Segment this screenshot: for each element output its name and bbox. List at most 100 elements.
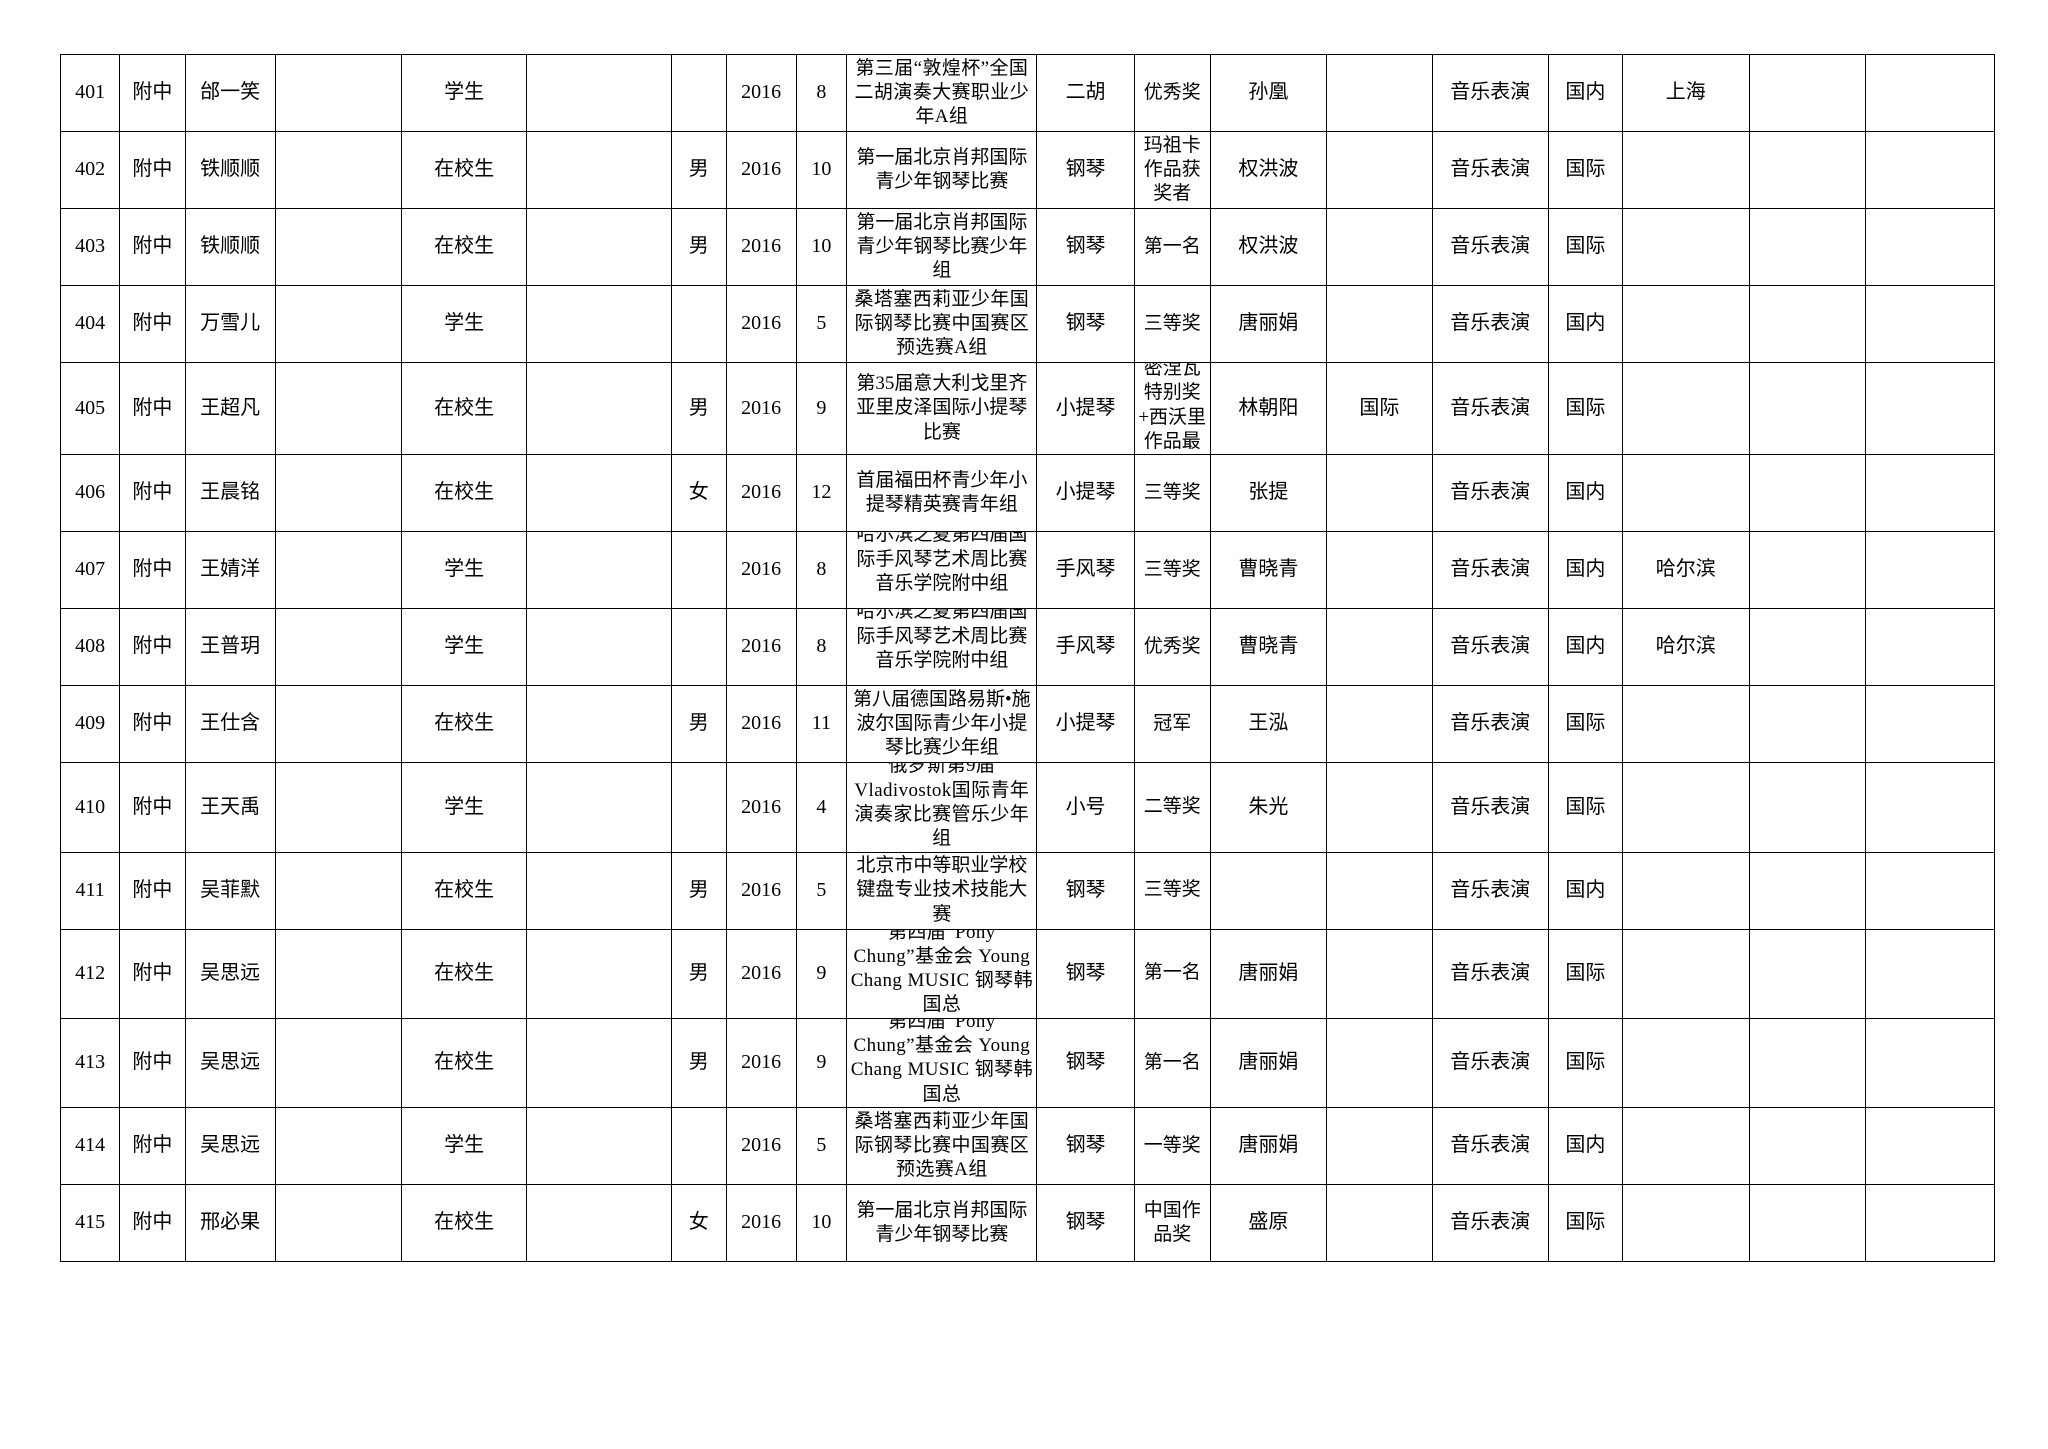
cell-year[interactable]: 2016 <box>725 762 797 853</box>
cell-year[interactable]: 2016 <box>725 1184 797 1262</box>
cell-place[interactable] <box>1621 928 1750 1019</box>
cell-unit[interactable]: 附中 <box>119 531 186 610</box>
cell-award[interactable]: 三等奖 <box>1133 454 1211 533</box>
cell-blank3[interactable] <box>1748 928 1866 1019</box>
cell-blank4[interactable] <box>1864 54 1996 132</box>
cell-blank2[interactable] <box>526 1184 672 1262</box>
cell-month[interactable]: 10 <box>795 1184 848 1262</box>
cell-award[interactable]: 第一名 <box>1133 208 1211 286</box>
cell-blank1[interactable] <box>274 851 403 930</box>
cell-blank3[interactable] <box>1748 1017 1866 1109</box>
cell-instr[interactable]: 钢琴 <box>1036 131 1135 209</box>
cell-sex[interactable]: 男 <box>670 851 727 930</box>
cell-blank3[interactable] <box>1748 1184 1866 1262</box>
cell-sex[interactable]: 男 <box>670 928 727 1019</box>
cell-sex[interactable] <box>670 608 727 687</box>
cell-blank2[interactable] <box>526 851 672 930</box>
cell-award[interactable]: 玛祖卡作品获奖者 <box>1133 131 1211 209</box>
cell-teacher[interactable]: 朱光 <box>1209 762 1328 853</box>
cell-month[interactable]: 8 <box>795 608 848 687</box>
cell-instr[interactable]: 二胡 <box>1036 54 1135 132</box>
cell-status[interactable]: 学生 <box>401 531 528 610</box>
cell-blank1[interactable] <box>274 454 403 533</box>
cell-blank2[interactable] <box>526 685 672 764</box>
cell-blank4[interactable] <box>1864 1107 1996 1185</box>
cell-idx[interactable]: 401 <box>59 54 121 132</box>
cell-award[interactable]: 三等奖 <box>1133 531 1211 610</box>
cell-teacher[interactable]: 唐丽娟 <box>1209 1017 1328 1109</box>
cell-year[interactable]: 2016 <box>725 361 797 456</box>
cell-place[interactable]: 哈尔滨 <box>1621 608 1750 687</box>
cell-blank2[interactable] <box>526 1017 672 1109</box>
cell-major[interactable]: 音乐表演 <box>1431 131 1549 209</box>
cell-major[interactable]: 音乐表演 <box>1431 1107 1549 1185</box>
cell-award[interactable]: 优秀奖 <box>1133 54 1211 132</box>
cell-major[interactable]: 音乐表演 <box>1431 1017 1549 1109</box>
cell-scope[interactable]: 国内 <box>1547 285 1623 363</box>
cell-name[interactable]: 邰一笑 <box>184 54 276 132</box>
cell-unit[interactable]: 附中 <box>119 1017 186 1109</box>
cell-comp[interactable]: 第四届“Pony Chung”基金会 Young Chang MUSIC 钢琴韩… <box>846 1017 1038 1109</box>
cell-comp[interactable]: 第八届德国路易斯•施波尔国际青少年小提琴比赛少年组 <box>846 685 1038 764</box>
cell-lvl1[interactable] <box>1326 685 1433 764</box>
cell-lvl1[interactable] <box>1326 608 1433 687</box>
cell-place[interactable] <box>1621 1107 1750 1185</box>
cell-blank4[interactable] <box>1864 285 1996 363</box>
cell-sex[interactable] <box>670 762 727 853</box>
cell-unit[interactable]: 附中 <box>119 685 186 764</box>
cell-place[interactable]: 哈尔滨 <box>1621 531 1750 610</box>
cell-idx[interactable]: 408 <box>59 608 121 687</box>
cell-blank4[interactable] <box>1864 531 1996 610</box>
cell-blank2[interactable] <box>526 131 672 209</box>
cell-name[interactable]: 吴思远 <box>184 1017 276 1109</box>
cell-month[interactable]: 8 <box>795 531 848 610</box>
cell-year[interactable]: 2016 <box>725 685 797 764</box>
cell-status[interactable]: 学生 <box>401 608 528 687</box>
cell-major[interactable]: 音乐表演 <box>1431 1184 1549 1262</box>
cell-award[interactable]: 第一名 <box>1133 1017 1211 1109</box>
cell-status[interactable]: 在校生 <box>401 685 528 764</box>
cell-unit[interactable]: 附中 <box>119 1184 186 1262</box>
cell-scope[interactable]: 国际 <box>1547 1184 1623 1262</box>
cell-teacher[interactable]: 孙凰 <box>1209 54 1328 132</box>
cell-unit[interactable]: 附中 <box>119 608 186 687</box>
cell-instr[interactable]: 小提琴 <box>1036 454 1135 533</box>
cell-sex[interactable] <box>670 285 727 363</box>
cell-place[interactable] <box>1621 1017 1750 1109</box>
cell-place[interactable] <box>1621 454 1750 533</box>
cell-status[interactable]: 学生 <box>401 54 528 132</box>
cell-instr[interactable]: 小提琴 <box>1036 361 1135 456</box>
cell-idx[interactable]: 415 <box>59 1184 121 1262</box>
cell-month[interactable]: 5 <box>795 1107 848 1185</box>
cell-award[interactable]: 冠军 <box>1133 685 1211 764</box>
cell-comp[interactable]: 第三届“敦煌杯”全国二胡演奏大赛职业少年A组 <box>846 54 1038 132</box>
cell-blank2[interactable] <box>526 1107 672 1185</box>
cell-unit[interactable]: 附中 <box>119 1107 186 1185</box>
cell-status[interactable]: 在校生 <box>401 1184 528 1262</box>
cell-comp[interactable]: 第一届北京肖邦国际青少年钢琴比赛 <box>846 1184 1038 1262</box>
cell-teacher[interactable]: 权洪波 <box>1209 208 1328 286</box>
cell-comp[interactable]: 北京市中等职业学校键盘专业技术技能大赛 <box>846 851 1038 930</box>
cell-month[interactable]: 5 <box>795 285 848 363</box>
cell-comp[interactable]: 桑塔塞西莉亚少年国际钢琴比赛中国赛区预选赛A组 <box>846 1107 1038 1185</box>
cell-year[interactable]: 2016 <box>725 131 797 209</box>
cell-name[interactable]: 吴菲默 <box>184 851 276 930</box>
cell-blank2[interactable] <box>526 285 672 363</box>
cell-blank4[interactable] <box>1864 131 1996 209</box>
cell-idx[interactable]: 403 <box>59 208 121 286</box>
cell-lvl1[interactable] <box>1326 1184 1433 1262</box>
cell-place[interactable] <box>1621 1184 1750 1262</box>
cell-sex[interactable]: 男 <box>670 208 727 286</box>
cell-unit[interactable]: 附中 <box>119 131 186 209</box>
cell-blank4[interactable] <box>1864 208 1996 286</box>
cell-year[interactable]: 2016 <box>725 928 797 1019</box>
cell-month[interactable]: 12 <box>795 454 848 533</box>
cell-month[interactable]: 10 <box>795 131 848 209</box>
cell-blank2[interactable] <box>526 54 672 132</box>
cell-instr[interactable]: 手风琴 <box>1036 531 1135 610</box>
cell-name[interactable]: 王普玥 <box>184 608 276 687</box>
cell-blank4[interactable] <box>1864 928 1996 1019</box>
cell-lvl1[interactable] <box>1326 851 1433 930</box>
cell-place[interactable] <box>1621 285 1750 363</box>
cell-sex[interactable]: 男 <box>670 1017 727 1109</box>
